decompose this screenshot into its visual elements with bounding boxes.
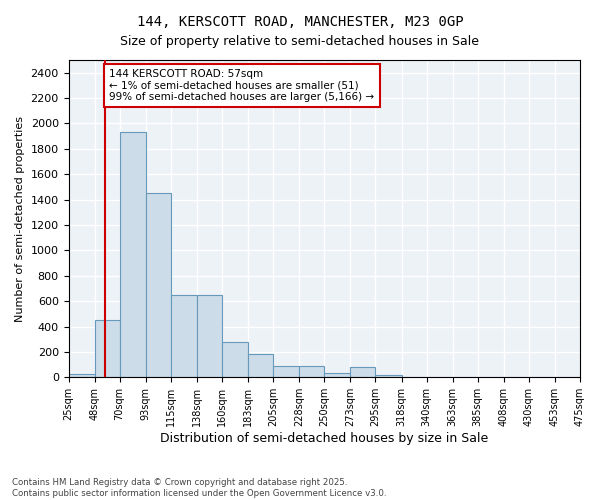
Bar: [197, 295, 222, 378]
Bar: [299, 366, 324, 378]
Bar: [324, 373, 350, 378]
Bar: [376, 376, 401, 378]
Y-axis label: Number of semi-detached properties: Number of semi-detached properties: [15, 116, 25, 322]
Bar: [401, 376, 427, 378]
Text: Size of property relative to semi-detached houses in Sale: Size of property relative to semi-detach…: [121, 35, 479, 48]
Bar: [248, 354, 273, 378]
Bar: [350, 367, 376, 378]
Bar: [222, 342, 248, 378]
Bar: [273, 366, 299, 378]
Bar: [95, 320, 119, 378]
X-axis label: Distribution of semi-detached houses by size in Sale: Distribution of semi-detached houses by …: [160, 432, 488, 445]
Text: 144 KERSCOTT ROAD: 57sqm
← 1% of semi-detached houses are smaller (51)
99% of se: 144 KERSCOTT ROAD: 57sqm ← 1% of semi-de…: [109, 69, 374, 102]
Text: 144, KERSCOTT ROAD, MANCHESTER, M23 0GP: 144, KERSCOTT ROAD, MANCHESTER, M23 0GP: [137, 15, 463, 29]
Bar: [146, 194, 171, 378]
Bar: [68, 374, 95, 378]
Text: Contains HM Land Registry data © Crown copyright and database right 2025.
Contai: Contains HM Land Registry data © Crown c…: [12, 478, 386, 498]
Bar: [171, 295, 197, 378]
Bar: [119, 132, 146, 378]
